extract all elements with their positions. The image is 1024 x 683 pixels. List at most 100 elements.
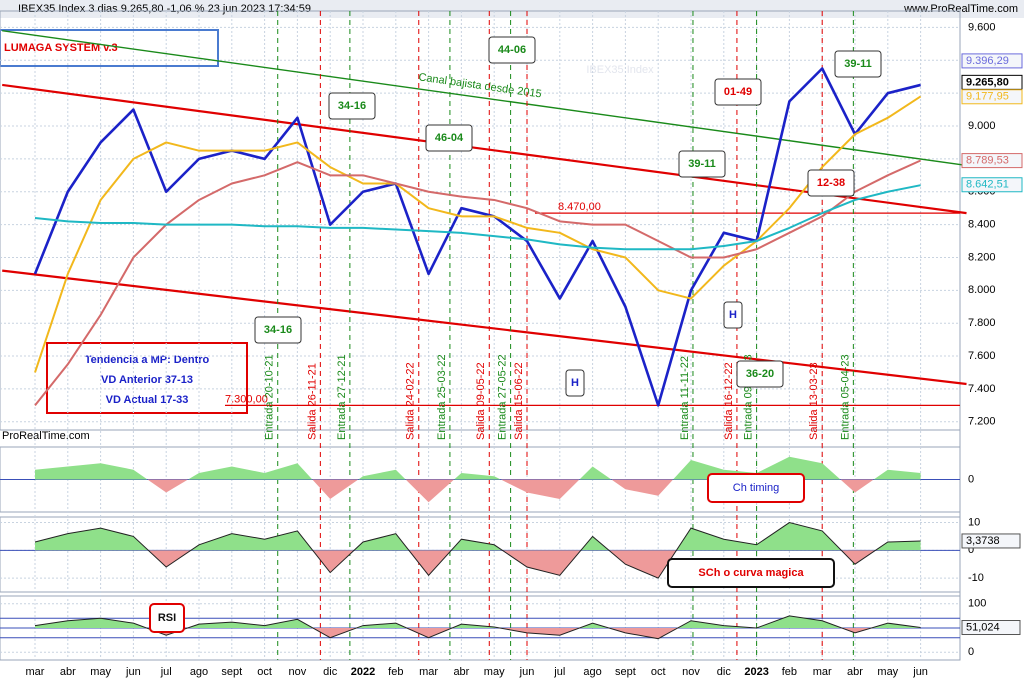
area-positive — [35, 522, 921, 551]
x-tick-label: abr — [847, 666, 863, 678]
signal-label: Entrada 25-03-22 — [436, 354, 448, 440]
signal-box-label: 39-11 — [844, 58, 872, 70]
info-line: Tendencia a MP: Dentro — [85, 354, 210, 366]
value-label-box — [961, 620, 1021, 636]
chart-title: IBEX35 Index 3 dias 9.265,80 -1,06 % 23 … — [18, 3, 311, 15]
indicator-title: SCh o curva magica — [698, 567, 804, 579]
area-positive — [35, 456, 921, 480]
signal-box-label: 36-20 — [746, 368, 774, 380]
trendline — [2, 83, 967, 215]
price-marker-label: 9.265,80 — [966, 76, 1009, 88]
price-marker — [961, 177, 1023, 193]
x-tick-label: oct — [257, 666, 272, 678]
x-tick-label: abr — [60, 666, 76, 678]
series-line — [33, 67, 921, 407]
x-tick-label: sept — [221, 666, 242, 678]
x-tick-label: mar — [813, 666, 832, 678]
system-label: LUMAGA SYSTEM v.3 — [4, 42, 118, 54]
y-tick-label: 9.600 — [968, 21, 996, 33]
y-tick-label: 7.200 — [968, 416, 996, 428]
x-tick-label: dic — [323, 666, 338, 678]
indicator-title-box — [707, 473, 805, 503]
signal-box-label: 44-06 — [498, 44, 526, 56]
top-bar — [0, 0, 1024, 18]
signal-box — [565, 369, 585, 397]
price-marker — [961, 53, 1023, 69]
y-tick-label: 0 — [968, 473, 974, 485]
signal-label: Salida 24-02-22 — [405, 362, 417, 440]
x-tick-label: ago — [190, 666, 208, 678]
watermark: IBEX35 Index — [586, 64, 654, 76]
y-tick-label: 100 — [968, 598, 986, 610]
y-tick-label: -10 — [968, 572, 984, 584]
info-line: VD Anterior 37-13 — [101, 374, 193, 386]
y-tick-label: 8.400 — [968, 219, 996, 231]
signal-box-label: H — [571, 377, 579, 389]
x-tick-label: may — [484, 666, 505, 678]
signal-box — [328, 92, 376, 120]
trendline — [2, 30, 967, 167]
x-tick-label: jun — [125, 666, 141, 678]
signal-box — [678, 150, 726, 178]
indicator-title: RSI — [158, 612, 176, 624]
trendline-label: Canal bajista desde 2015 — [418, 71, 543, 100]
price-marker — [961, 89, 1023, 105]
signal-label: Salida 16-12-22 — [723, 362, 735, 440]
info-box — [46, 342, 248, 414]
x-tick-label: mar — [419, 666, 438, 678]
x-tick-label: nov — [289, 666, 307, 678]
signal-label: Salida 26-11-21 — [306, 363, 318, 440]
signal-label: Salida 15-06-22 — [513, 362, 525, 440]
y-tick-label: 10 — [968, 516, 980, 528]
info-line: VD Actual 17-33 — [106, 394, 189, 406]
x-tick-label: feb — [782, 666, 797, 678]
signal-label: Entrada 11-11-22 — [679, 356, 691, 440]
value-label-box — [961, 533, 1021, 549]
area-negative — [148, 550, 876, 579]
price-marker-label: 8.642,51 — [966, 179, 1009, 191]
indicator-title-box — [149, 603, 185, 633]
value-label: 51,024 — [966, 621, 1000, 633]
signal-box-label: 39-11 — [688, 158, 716, 170]
x-tick-label: may — [877, 666, 898, 678]
signal-box-label: 12-38 — [817, 177, 845, 189]
signal-box-label: 46-04 — [435, 132, 464, 144]
signal-box — [723, 301, 743, 329]
price-marker — [961, 153, 1023, 169]
level-label: 7.300,00 — [225, 393, 268, 405]
x-tick-label: jun — [519, 666, 535, 678]
signal-box — [807, 169, 855, 197]
price-marker-label: 9.396,29 — [966, 55, 1009, 67]
y-tick-label: 8.000 — [968, 284, 996, 296]
x-tick-label: may — [90, 666, 111, 678]
signal-box-label: H — [729, 309, 737, 321]
x-tick-label: oct — [651, 666, 666, 678]
signal-box — [488, 36, 536, 64]
y-tick-label: 7.600 — [968, 350, 996, 362]
series-line — [34, 159, 922, 406]
signal-label: Entrada 05-04-23 — [839, 354, 851, 440]
series-line — [34, 95, 922, 373]
signal-label: Salida 09-05-22 — [475, 362, 487, 440]
signal-box — [834, 50, 882, 78]
source: www.ProRealTime.com — [903, 3, 1018, 15]
x-tick-label: jul — [160, 666, 172, 678]
signal-box-label: 01-49 — [724, 86, 752, 98]
signal-box — [714, 78, 762, 106]
signal-box-label: 34-16 — [338, 100, 366, 112]
y-tick-label: 7.800 — [968, 317, 996, 329]
x-tick-label: nov — [682, 666, 700, 678]
x-tick-label: sept — [615, 666, 636, 678]
signal-label: Entrada 27-05-22 — [497, 354, 509, 440]
indicator-title-box — [667, 558, 835, 588]
source-small: ProRealTime.com — [2, 430, 90, 442]
x-tick-label: jun — [912, 666, 928, 678]
y-tick-label: 9.000 — [968, 120, 996, 132]
y-tick-label: 8.200 — [968, 251, 996, 263]
x-tick-label: mar — [26, 666, 45, 678]
price-marker-label: 8.789,53 — [966, 155, 1009, 167]
level-label: 8.470,00 — [558, 201, 601, 213]
price-marker-label: 9.177,95 — [966, 91, 1009, 103]
x-tick-label: ago — [583, 666, 601, 678]
x-tick-label: jul — [553, 666, 565, 678]
